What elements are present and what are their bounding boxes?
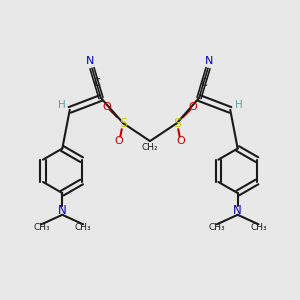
Text: CH₃: CH₃ xyxy=(75,224,92,232)
Text: O: O xyxy=(177,136,186,146)
Text: N: N xyxy=(205,56,214,66)
Text: N: N xyxy=(86,56,95,66)
Text: H: H xyxy=(58,100,65,110)
Text: CH₃: CH₃ xyxy=(250,224,267,232)
Text: CH₃: CH₃ xyxy=(208,224,225,232)
Text: S: S xyxy=(119,117,127,130)
Text: O: O xyxy=(103,102,111,112)
Text: C: C xyxy=(93,78,100,88)
Text: O: O xyxy=(114,136,123,146)
Text: CH₃: CH₃ xyxy=(33,224,50,232)
Text: H: H xyxy=(235,100,242,110)
Text: N: N xyxy=(58,204,67,218)
Text: C: C xyxy=(200,78,207,88)
Text: S: S xyxy=(173,117,181,130)
Text: N: N xyxy=(233,204,242,218)
Text: CH₂: CH₂ xyxy=(142,142,158,152)
Text: O: O xyxy=(189,102,197,112)
